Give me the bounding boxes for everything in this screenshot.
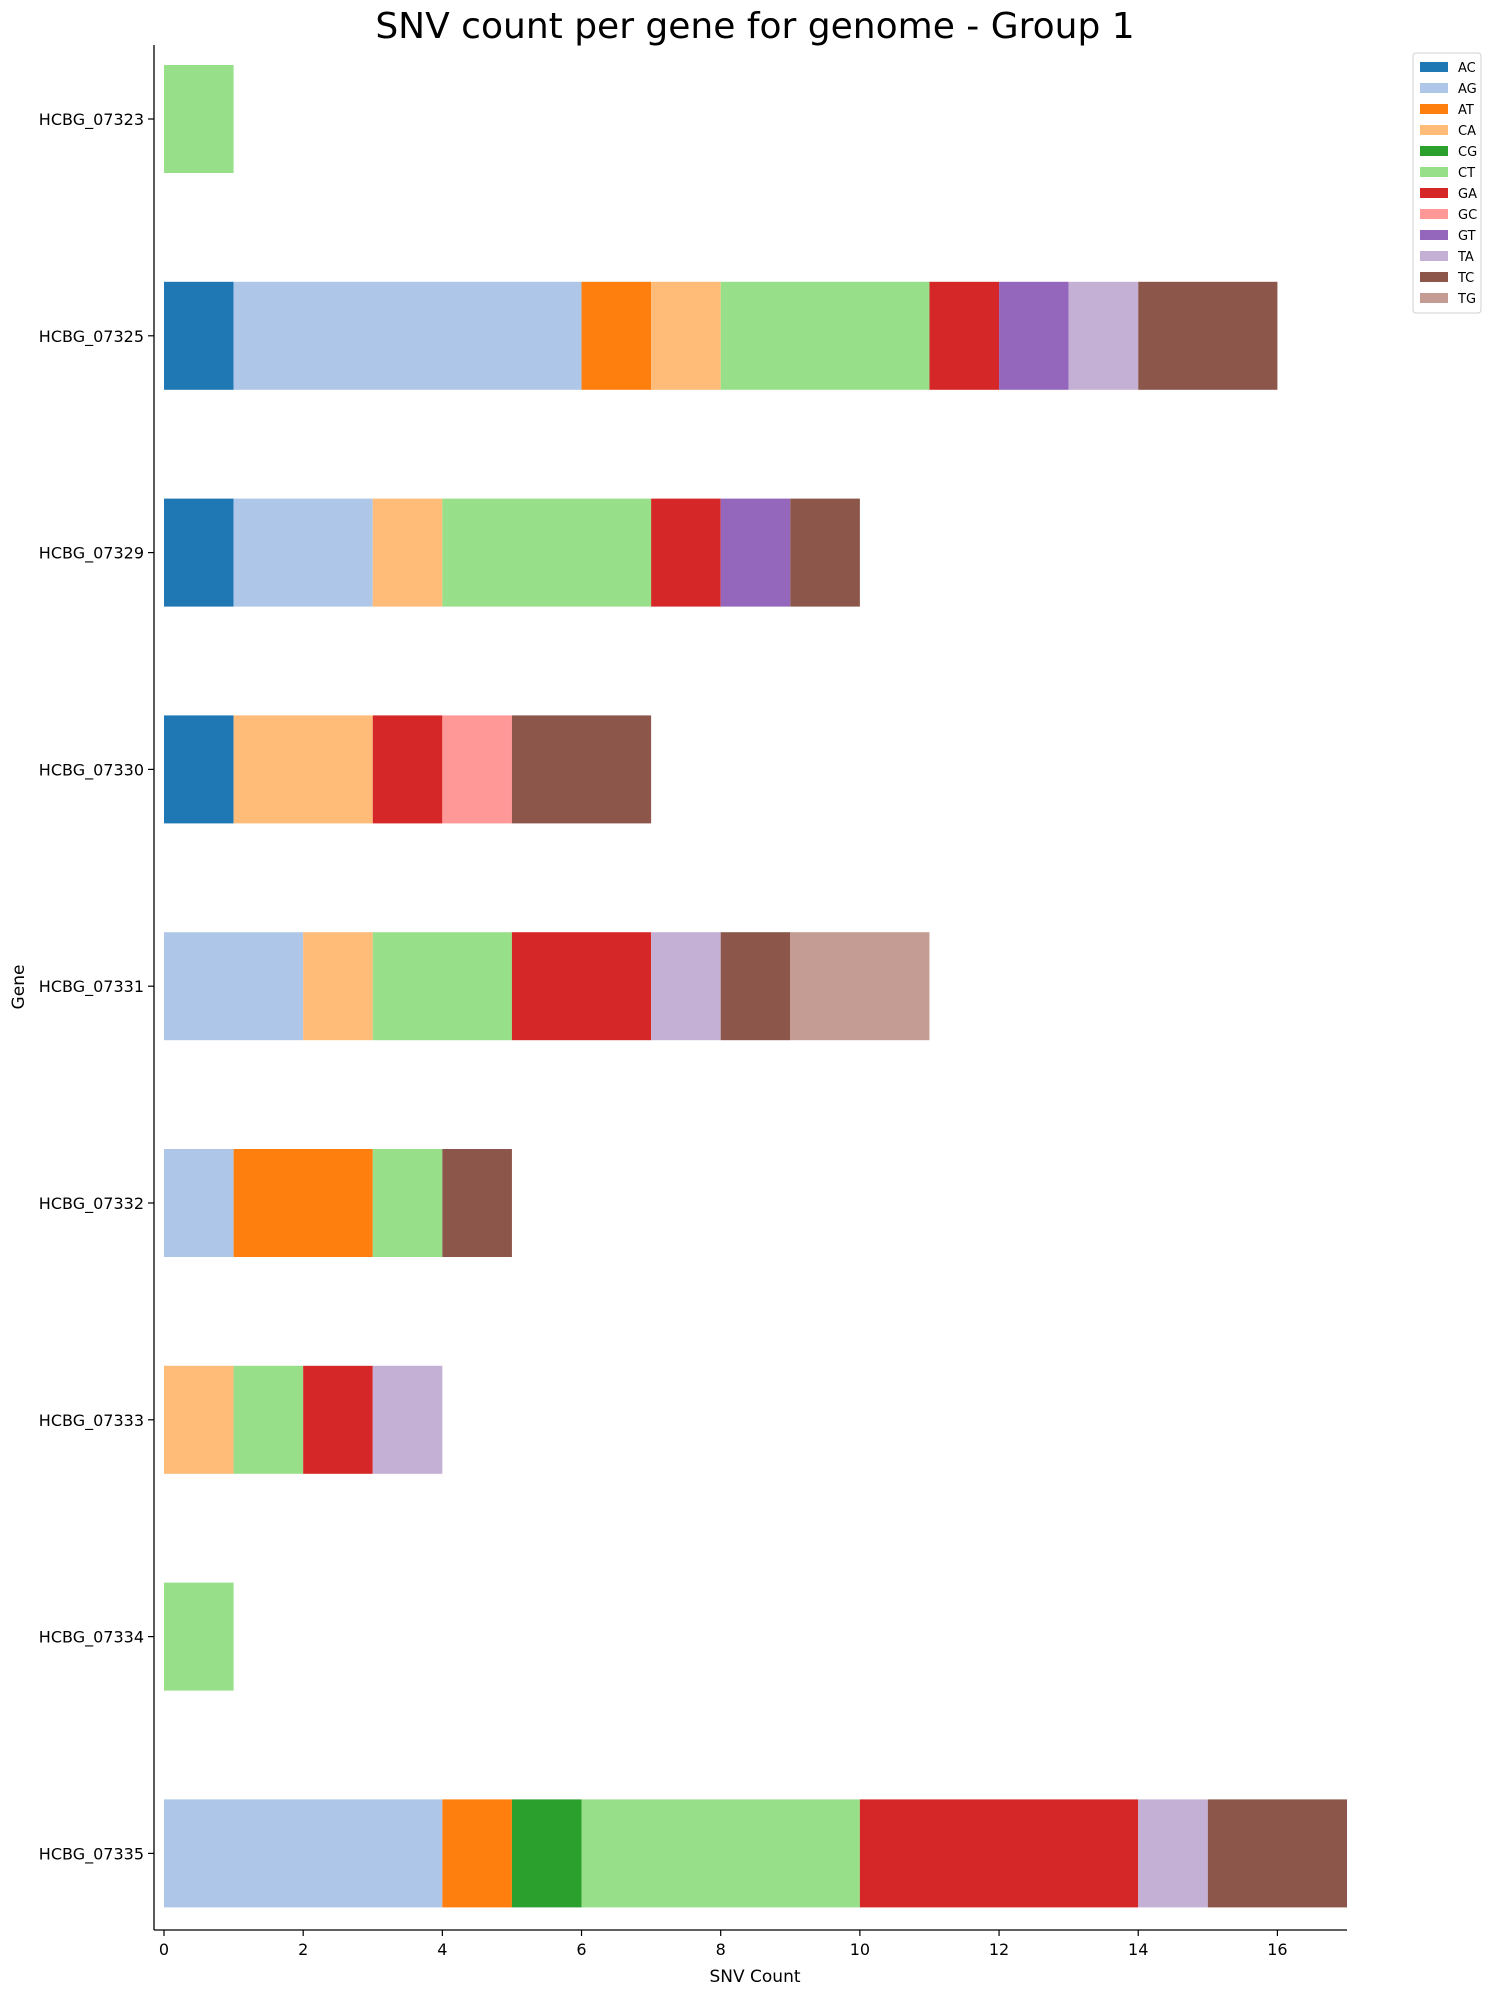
bar-HCBG_07335-TC xyxy=(1207,1799,1347,1908)
y-tick-label: HCBG_07329 xyxy=(39,544,144,564)
bar-HCBG_07323-CT xyxy=(164,65,234,173)
legend-swatch-GT xyxy=(1420,230,1448,240)
legend-swatch-AT xyxy=(1420,104,1448,114)
legend-label-AT: AT xyxy=(1458,103,1474,118)
x-tick-label: 16 xyxy=(1267,1940,1287,1959)
x-tick-label: 0 xyxy=(159,1940,169,1959)
bar-HCBG_07331-GA xyxy=(511,932,652,1041)
bar-HCBG_07325-TA xyxy=(1068,281,1139,390)
bar-HCBG_07332-TC xyxy=(442,1149,512,1257)
x-axis: 0 2 4 6 8 10 12 14 16 xyxy=(154,1929,1347,1959)
x-axis-label: SNV Count xyxy=(709,1967,800,1987)
bar-HCBG_07325-AC xyxy=(164,281,234,390)
bar-HCBG_07332-CT xyxy=(372,1149,443,1257)
legend-swatch-TC xyxy=(1420,272,1448,282)
legend-frame xyxy=(1412,52,1482,314)
bar-HCBG_07335-CG xyxy=(511,1799,582,1908)
legend-swatch-CT xyxy=(1420,167,1448,177)
legend-label-TG: TG xyxy=(1457,292,1476,307)
bar-HCBG_07333-CA xyxy=(164,1365,234,1474)
bar-HCBG_07325-CA xyxy=(651,281,721,390)
x-tick-label: 2 xyxy=(298,1940,308,1959)
x-tick-label: 4 xyxy=(437,1940,447,1959)
bar-HCBG_07329-CT xyxy=(442,498,652,607)
y-axis: HCBG_07323 HCBG_07325 HCBG_07329 HCBG_07330… xyxy=(39,45,155,1930)
legend-swatch-CG xyxy=(1420,146,1448,156)
legend-label-CA: CA xyxy=(1458,124,1476,139)
y-axis-label: Gene xyxy=(9,965,29,1010)
bar-HCBG_07330-CA xyxy=(233,715,373,824)
bar-HCBG_07331-CA xyxy=(303,932,373,1041)
bar-HCBG_07331-AG xyxy=(164,932,304,1041)
bar-HCBG_07330-TC xyxy=(511,715,652,824)
legend-swatch-AG xyxy=(1420,83,1448,93)
bar-HCBG_07330-GC xyxy=(442,715,512,824)
x-tick-label: 8 xyxy=(716,1940,726,1959)
bar-HCBG_07333-TA xyxy=(372,1365,443,1474)
bar-HCBG_07325-AT xyxy=(581,281,652,390)
bar-HCBG_07331-CT xyxy=(372,932,512,1041)
bar-HCBG_07325-CT xyxy=(720,281,930,390)
bar-HCBG_07325-GT xyxy=(999,281,1069,390)
bar-HCBG_07334-CT xyxy=(164,1582,234,1691)
y-tick-label: HCBG_07325 xyxy=(39,327,144,347)
bar-HCBG_07335-TA xyxy=(1138,1799,1208,1908)
y-tick-label: HCBG_07331 xyxy=(39,977,144,997)
bar-HCBG_07330-AC xyxy=(164,715,234,824)
bar-HCBG_07333-CT xyxy=(233,1365,304,1474)
bar-HCBG_07332-AG xyxy=(164,1149,234,1257)
bar-HCBG_07330-GA xyxy=(372,715,443,824)
bar-HCBG_07329-TC xyxy=(790,498,860,607)
bar-HCBG_07329-AC xyxy=(164,498,234,607)
bar-HCBG_07331-TA xyxy=(651,932,721,1041)
y-tick-label: HCBG_07335 xyxy=(39,1844,144,1864)
bars-group xyxy=(164,65,1347,1908)
bar-HCBG_07329-CA xyxy=(372,498,443,607)
legend-label-GA: GA xyxy=(1458,187,1477,202)
bar-HCBG_07329-AG xyxy=(233,498,373,607)
bar-HCBG_07331-TG xyxy=(790,932,930,1041)
y-tick-label: HCBG_07323 xyxy=(39,110,144,130)
x-tick-label: 6 xyxy=(576,1940,586,1959)
chart-title: SNV count per gene for genome - Group 1 xyxy=(375,6,1134,47)
bar-HCBG_07331-TC xyxy=(720,932,791,1041)
bar-HCBG_07335-AG xyxy=(164,1799,443,1908)
x-tick-label: 12 xyxy=(989,1940,1009,1959)
bar-HCBG_07335-GA xyxy=(859,1799,1139,1908)
bar-HCBG_07335-CT xyxy=(581,1799,860,1908)
legend-label-CT: CT xyxy=(1458,166,1475,181)
bar-HCBG_07329-GT xyxy=(720,498,791,607)
y-tick-label: HCBG_07330 xyxy=(39,760,144,780)
bar-HCBG_07333-GA xyxy=(303,1365,373,1474)
x-tick-label: 10 xyxy=(850,1940,870,1959)
legend-label-GT: GT xyxy=(1458,229,1476,244)
legend-label-TC: TC xyxy=(1457,271,1474,286)
legend: AC AG AT CA CG CT GA GC GT TA TC TG xyxy=(1412,52,1482,314)
bar-HCBG_07325-GA xyxy=(929,281,1000,390)
bar-HCBG_07335-AT xyxy=(442,1799,512,1908)
legend-swatch-AC xyxy=(1420,62,1448,72)
x-tick-label: 14 xyxy=(1128,1940,1148,1959)
legend-swatch-GC xyxy=(1420,209,1448,219)
legend-swatch-TG xyxy=(1420,293,1448,303)
legend-swatch-TA xyxy=(1420,251,1448,261)
y-tick-label: HCBG_07333 xyxy=(39,1411,144,1431)
legend-swatch-CA xyxy=(1420,125,1448,135)
bar-HCBG_07325-TC xyxy=(1138,281,1278,390)
bar-HCBG_07329-GA xyxy=(651,498,721,607)
y-tick-label: HCBG_07334 xyxy=(39,1628,144,1648)
legend-swatch-GA xyxy=(1420,188,1448,198)
bar-HCBG_07332-AT xyxy=(233,1149,373,1257)
legend-label-GC: GC xyxy=(1458,208,1477,223)
legend-label-TA: TA xyxy=(1457,250,1474,265)
legend-label-AC: AC xyxy=(1458,61,1476,76)
legend-label-AG: AG xyxy=(1458,82,1477,97)
legend-label-CG: CG xyxy=(1458,145,1477,160)
y-tick-label: HCBG_07332 xyxy=(39,1194,144,1214)
bar-HCBG_07325-AG xyxy=(233,281,582,390)
